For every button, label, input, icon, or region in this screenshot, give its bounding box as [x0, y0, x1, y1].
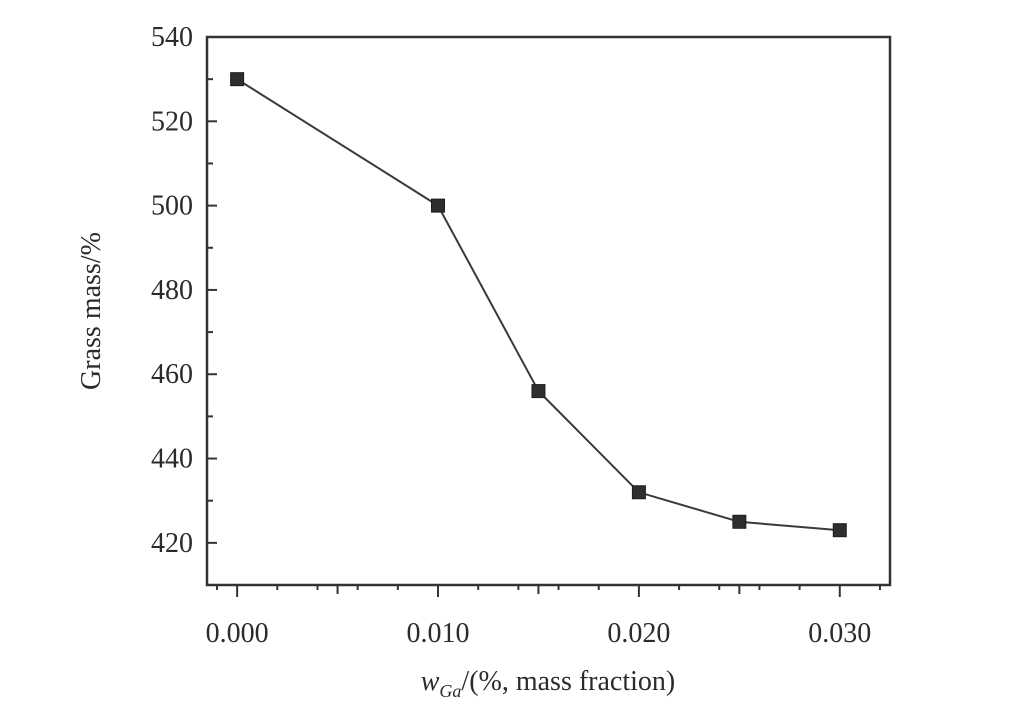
series-line	[236, 78, 840, 532]
x-tick-label: 0.020	[607, 618, 670, 649]
data-series	[230, 72, 847, 538]
data-point-marker	[732, 514, 747, 529]
x-axis-title: wGa/(%, mass fraction)	[421, 666, 676, 701]
y-tick-label: 500	[151, 191, 193, 222]
x-axis-title-variable: w	[421, 666, 440, 697]
x-axis-ticks: 0.000 0.010 0.020 0.030	[206, 585, 881, 649]
y-tick-label: 460	[151, 359, 193, 390]
data-point-marker	[531, 384, 546, 399]
data-point-marker	[631, 485, 646, 500]
y-tick-label: 520	[151, 106, 193, 137]
y-tick-label: 420	[151, 528, 193, 559]
x-tick-label: 0.010	[407, 618, 470, 649]
x-axis-title-subscript: Ga	[439, 681, 461, 701]
y-tick-label: 540	[151, 22, 193, 53]
x-tick-label: 0.030	[808, 618, 871, 649]
data-point-marker	[832, 523, 847, 538]
plot-frame	[205, 35, 892, 587]
y-axis-title: Grass mass/%	[76, 232, 107, 390]
data-point-marker	[431, 198, 446, 213]
y-tick-label: 440	[151, 444, 193, 475]
y-axis-ticks: 420 440 460 480 500 520 540	[151, 22, 217, 586]
data-point-marker	[230, 72, 245, 87]
y-tick-label: 480	[151, 275, 193, 306]
x-axis-title-units: /(%, mass fraction)	[461, 666, 675, 697]
x-tick-label: 0.000	[206, 618, 269, 649]
